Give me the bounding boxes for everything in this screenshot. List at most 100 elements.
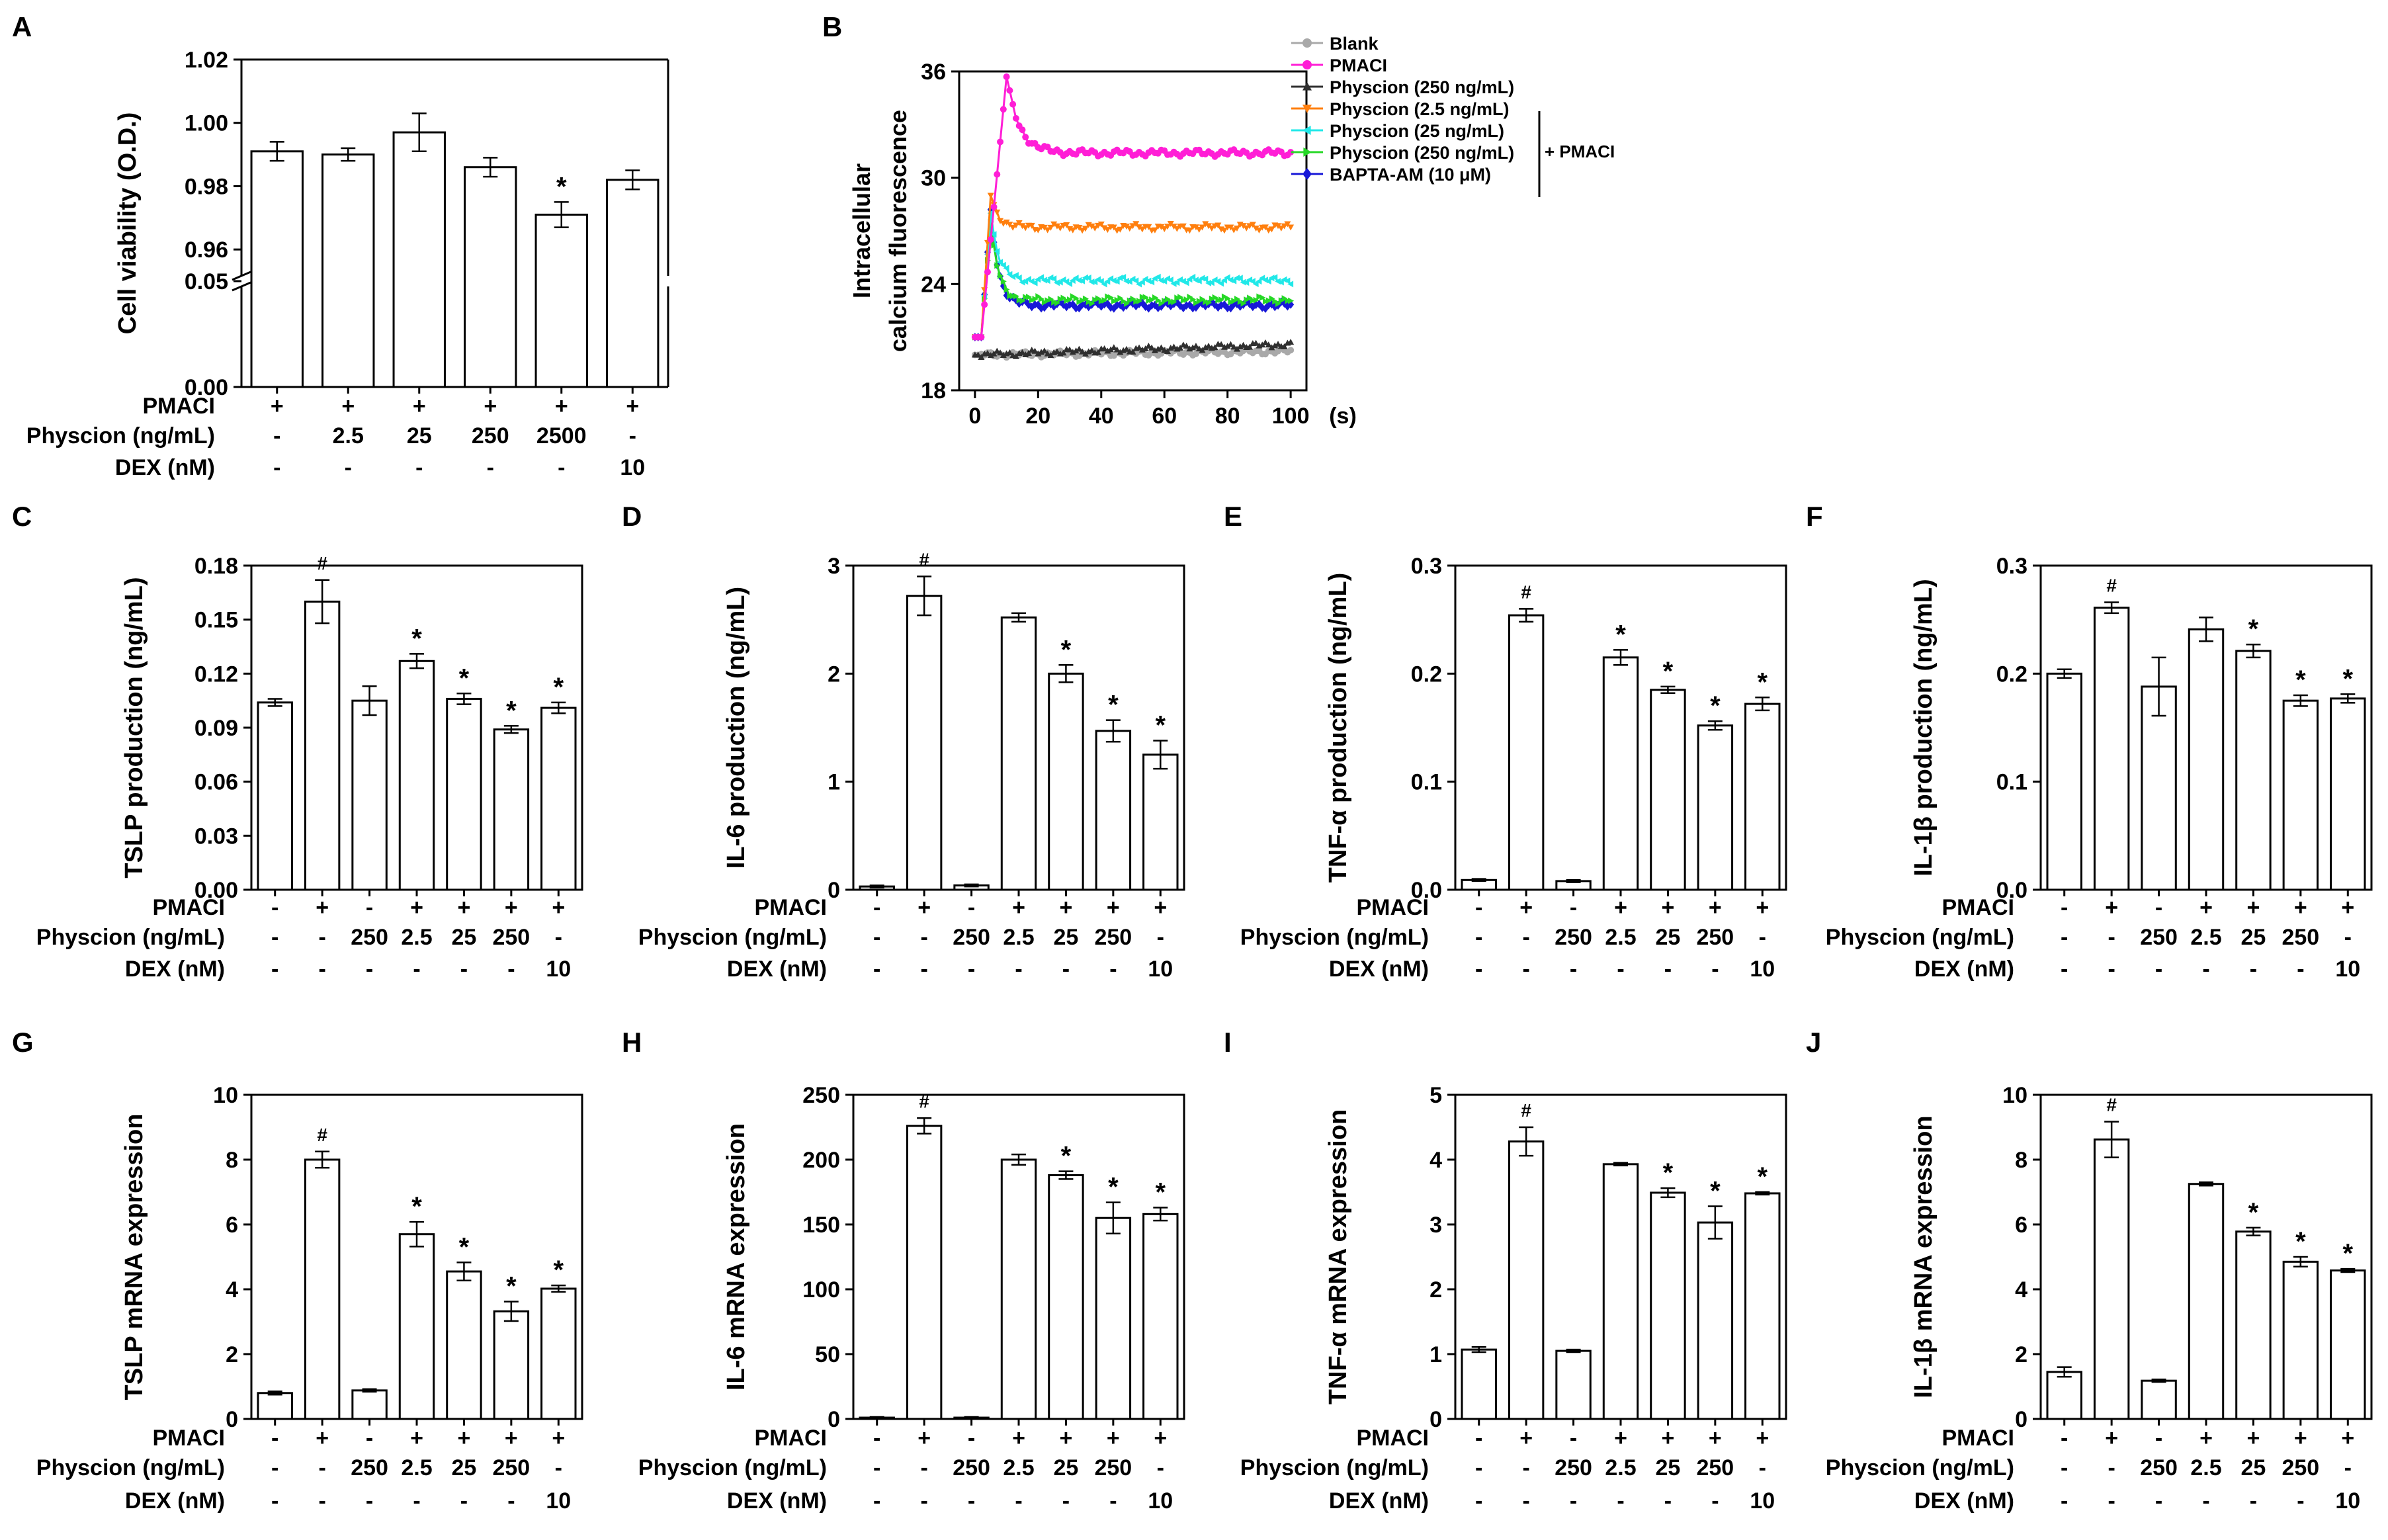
x-tick-label: 80 bbox=[1215, 404, 1240, 429]
line-point bbox=[1252, 225, 1259, 232]
treatment-cell: 250 bbox=[351, 1455, 388, 1480]
bar bbox=[1095, 730, 1132, 891]
treatment-cell: - bbox=[873, 1426, 880, 1451]
line-point bbox=[1110, 277, 1117, 284]
treatment-cell: + bbox=[1059, 895, 1072, 920]
bar bbox=[392, 131, 446, 388]
treatment-cell: - bbox=[345, 455, 352, 480]
bar bbox=[446, 697, 482, 891]
significance-star: * bbox=[1615, 620, 1626, 649]
row-label-pmaci: PMACI bbox=[152, 1426, 225, 1451]
bar bbox=[250, 150, 304, 388]
line-point bbox=[1050, 221, 1058, 228]
y-tick-label: 8 bbox=[226, 1148, 238, 1173]
treatment-cell: - bbox=[1522, 957, 1529, 982]
line-point bbox=[1287, 347, 1295, 354]
line-point bbox=[1271, 342, 1279, 349]
y-tick-label: 2 bbox=[2015, 1342, 2027, 1367]
line-point bbox=[1152, 294, 1158, 301]
bar bbox=[2141, 1379, 2177, 1420]
significance-star: * bbox=[459, 663, 470, 693]
significance-star: * bbox=[411, 1192, 422, 1221]
treatment-cell: 250 bbox=[1555, 925, 1592, 950]
treatment-cell: 250 bbox=[2281, 1455, 2319, 1480]
line-point bbox=[978, 354, 985, 361]
y-tick-label: 6 bbox=[226, 1213, 238, 1238]
panel-label: G bbox=[12, 1027, 34, 1058]
line-point bbox=[1189, 344, 1197, 351]
treatment-cell: - bbox=[1711, 957, 1719, 982]
row-label-physcion: Physcion (ng/mL) bbox=[36, 1455, 225, 1480]
treatment-cell: - bbox=[271, 925, 278, 950]
treatment-cell: - bbox=[413, 957, 420, 982]
treatment-cell: + bbox=[316, 1426, 329, 1451]
series-line bbox=[971, 73, 1295, 341]
significance-star: * bbox=[2342, 1239, 2353, 1268]
treatment-cell: + bbox=[2341, 895, 2354, 920]
row-label-physcion: Physcion (ng/mL) bbox=[26, 423, 215, 449]
treatment-cell: - bbox=[1157, 1455, 1164, 1480]
treatment-cell: - bbox=[1062, 1488, 1070, 1514]
line-point bbox=[1010, 292, 1017, 300]
treatment-cell: - bbox=[1570, 1426, 1577, 1451]
plot-frame bbox=[958, 70, 1308, 392]
line-point bbox=[1287, 224, 1295, 231]
line-point bbox=[1234, 296, 1240, 303]
line-point bbox=[1208, 226, 1215, 232]
line-point bbox=[1165, 296, 1171, 303]
treatment-cell: + bbox=[1709, 895, 1722, 920]
significance-star: * bbox=[1061, 635, 1072, 664]
line-point bbox=[1146, 297, 1152, 304]
line-point bbox=[1281, 223, 1288, 230]
y-tick-label: 0.3 bbox=[1411, 554, 1442, 579]
line-point bbox=[1097, 221, 1105, 228]
line-point bbox=[1041, 347, 1048, 354]
line-point bbox=[1240, 300, 1247, 307]
line-point bbox=[1212, 294, 1218, 301]
panel-label: H bbox=[622, 1027, 642, 1058]
line-point bbox=[1203, 298, 1209, 306]
line-point bbox=[1202, 221, 1209, 228]
treatment-cell: + bbox=[410, 895, 423, 920]
line-point bbox=[1236, 275, 1243, 282]
bar bbox=[304, 600, 341, 891]
line-point bbox=[1088, 278, 1095, 286]
y-tick-label: 10 bbox=[213, 1083, 238, 1108]
treatment-cell: - bbox=[2108, 1488, 2115, 1514]
line-point bbox=[984, 269, 991, 276]
y-tick-label: 2 bbox=[226, 1342, 238, 1367]
treatment-cell: 10 bbox=[620, 455, 645, 480]
line-point bbox=[1148, 344, 1156, 351]
treatment-cell: + bbox=[555, 394, 568, 419]
treatment-cell: - bbox=[968, 895, 975, 920]
treatment-cell: + bbox=[2199, 895, 2213, 920]
treatment-cell: 25 bbox=[1656, 925, 1681, 950]
bar bbox=[1650, 689, 1686, 891]
line-point bbox=[1256, 293, 1263, 300]
panel-label: A bbox=[12, 11, 32, 42]
treatment-cell: - bbox=[2061, 1455, 2068, 1480]
bar bbox=[2093, 1138, 2130, 1420]
treatment-cell: + bbox=[2105, 895, 2118, 920]
treatment-cell: - bbox=[1475, 1426, 1482, 1451]
line-point bbox=[1268, 226, 1275, 233]
y-tick-label: 250 bbox=[802, 1083, 840, 1108]
treatment-cell: - bbox=[2297, 1488, 2304, 1514]
line-point bbox=[1230, 227, 1238, 234]
line-point bbox=[1050, 275, 1057, 282]
line-point bbox=[1132, 277, 1139, 284]
y-tick-label: 1.00 bbox=[185, 111, 228, 136]
line-point bbox=[1249, 278, 1256, 285]
treatment-cell: 250 bbox=[2281, 925, 2319, 950]
line-point bbox=[1209, 295, 1215, 302]
line-point bbox=[1101, 296, 1108, 304]
line-point bbox=[1101, 225, 1108, 232]
treatment-cell: - bbox=[873, 895, 880, 920]
treatment-cell: 250 bbox=[2140, 925, 2178, 950]
y-tick-label: 2 bbox=[1429, 1277, 1442, 1303]
y-axis-label: Cell viability (O.D.) bbox=[114, 112, 142, 335]
treatment-cell: 10 bbox=[546, 957, 571, 982]
treatment-cell: 2500 bbox=[536, 423, 587, 449]
line-point bbox=[1123, 345, 1130, 352]
legend-entry: BAPTA-AM (10 μM) bbox=[1330, 165, 1491, 185]
